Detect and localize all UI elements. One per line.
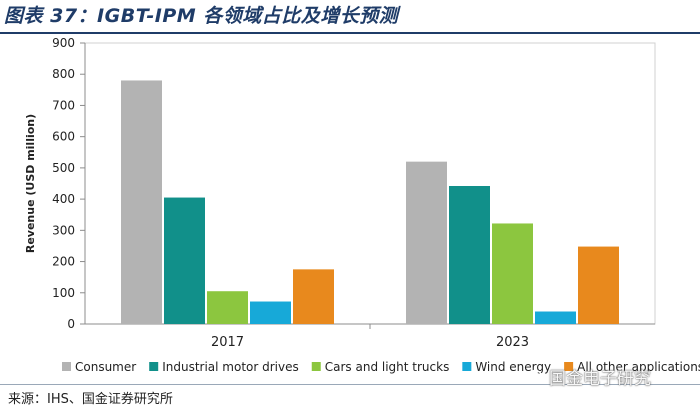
- y-axis-title: Revenue (USD million): [24, 114, 37, 253]
- wechat-icon: [528, 369, 546, 384]
- y-tick-label: 500: [52, 161, 75, 175]
- bar-wind-energy-2023: [535, 311, 576, 324]
- legend-swatch: [564, 362, 574, 371]
- source-divider: [0, 384, 700, 385]
- legend-label: Cars and light trucks: [325, 360, 450, 374]
- y-tick-label: 100: [52, 286, 75, 300]
- bar-all-other-applications-2023: [578, 246, 619, 324]
- bar-cars-and-light-trucks-2017: [207, 291, 248, 324]
- x-tick-label: 2023: [496, 335, 529, 350]
- figure-title: 图表 37：IGBT-IPM 各领域占比及增长预测: [4, 5, 399, 27]
- y-tick-label: 200: [52, 255, 75, 269]
- legend-label: All other applications: [577, 360, 700, 374]
- bar-wind-energy-2017: [250, 301, 291, 324]
- y-tick-label: 900: [52, 36, 75, 50]
- bar-all-other-applications-2017: [293, 269, 334, 324]
- y-tick-label: 700: [52, 98, 75, 112]
- legend-swatch: [462, 362, 472, 371]
- legend-label: Industrial motor drives: [162, 360, 299, 374]
- bar-chart: 0 100 200 300 400 500 600 700 800 900 Revenue (USD…: [24, 36, 700, 374]
- x-tick-label: 2017: [211, 335, 244, 350]
- legend-swatch: [62, 362, 71, 371]
- watermark-text: 国金电子研究: [549, 369, 651, 389]
- y-tick-label: 800: [52, 67, 75, 81]
- legend-label: Consumer: [75, 360, 136, 374]
- bar-industrial-motor-drives-2023: [449, 185, 490, 324]
- title-divider: [0, 32, 700, 34]
- y-tick-label: 300: [52, 223, 75, 237]
- legend-swatch: [311, 362, 321, 371]
- bar-consumer-2017: [121, 80, 162, 324]
- y-tick-label: 600: [52, 130, 75, 144]
- y-tick-label: 0: [67, 317, 75, 331]
- source-note: 来源：IHS、国金证券研究所: [8, 392, 173, 407]
- legend-swatch: [149, 362, 159, 371]
- bar-industrial-motor-drives-2017: [164, 197, 205, 324]
- watermark: 国金电子研究: [528, 364, 651, 389]
- bar-cars-and-light-trucks-2023: [492, 223, 533, 324]
- y-tick-label: 400: [52, 192, 75, 206]
- bar-consumer-2023: [406, 161, 447, 324]
